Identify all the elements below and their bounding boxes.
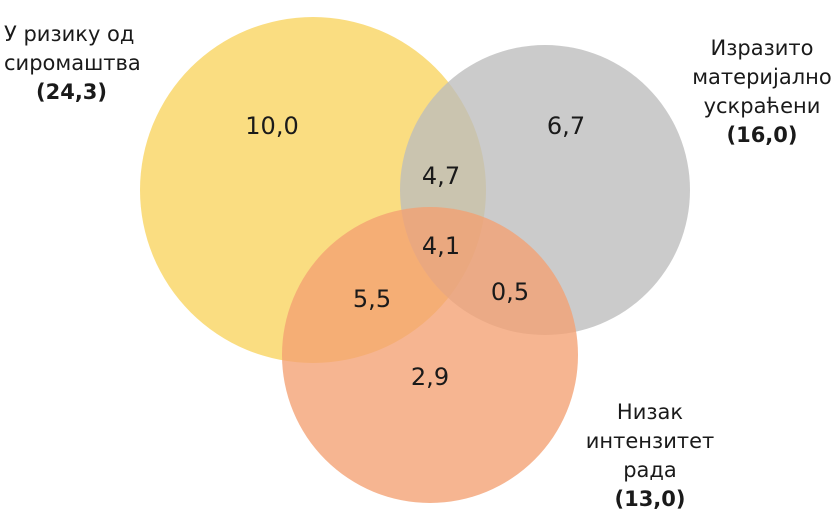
region-poverty-deprived: 4,7: [421, 162, 461, 190]
label-poverty-total: (24,3): [36, 80, 108, 104]
label-poverty: У ризику од сиромаштва (24,3): [4, 20, 141, 107]
label-work-line-1: Низак: [616, 400, 684, 424]
region-all-three: 4,1: [421, 232, 461, 260]
label-work: Низак интензитет рада (13,0): [580, 398, 720, 514]
label-work-total: (13,0): [614, 487, 686, 511]
label-deprived-line-3: ускраћени: [703, 94, 821, 118]
label-poverty-line-1: У ризику од: [4, 22, 135, 46]
label-deprived-line-1: Изразито: [710, 36, 814, 60]
label-deprived-total: (16,0): [726, 123, 798, 147]
region-poverty-only: 10,0: [245, 112, 299, 140]
label-work-line-3: рада: [623, 458, 677, 482]
label-deprived-line-2: материјално: [692, 65, 832, 89]
circle-work: [282, 207, 578, 503]
region-deprived-work: 0,5: [490, 278, 530, 306]
label-work-line-2: интензитет: [585, 429, 715, 453]
region-deprived-only: 6,7: [546, 112, 586, 140]
region-poverty-work: 5,5: [352, 285, 392, 313]
label-deprived: Изразито материјално ускраћени (16,0): [692, 34, 832, 150]
label-poverty-line-2: сиромаштва: [4, 51, 141, 75]
region-work-only: 2,9: [410, 363, 450, 391]
